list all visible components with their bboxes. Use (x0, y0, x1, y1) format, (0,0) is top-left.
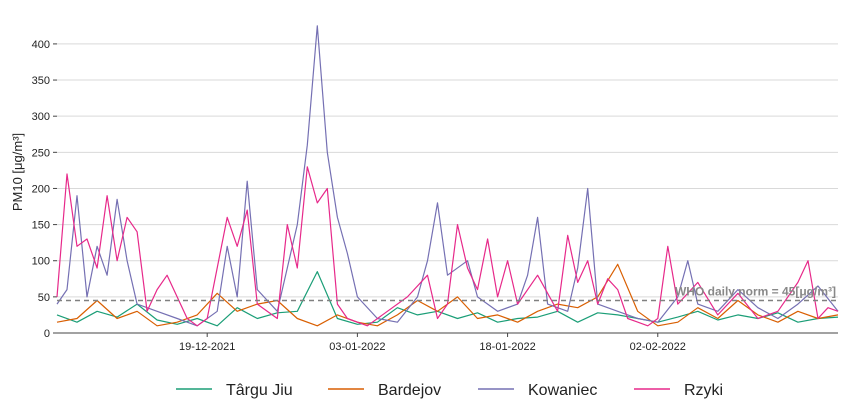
series-line-3 (56, 166, 839, 327)
x-tick-label: 18-01-2022 (479, 341, 535, 353)
who-norm-reference: WHO daily norm = 45[μg/m³] (57, 284, 838, 302)
legend-label-2: Kowaniec (528, 382, 597, 399)
x-tick-label: 02-02-2022 (630, 341, 686, 353)
series-line-0 (56, 271, 839, 327)
x-tick-label: 19-12-2021 (179, 341, 235, 353)
legend-label-1: Bardejov (378, 382, 441, 399)
x-axis-ticks: 19-12-2021 03-01-2022 18-01-2022 02-02-2022 (179, 333, 686, 353)
y-tick-label: 50 (38, 292, 50, 304)
x-tick-label: 03-01-2022 (329, 341, 385, 353)
legend-label-3: Rzyki (684, 382, 723, 399)
series-lines (56, 25, 839, 327)
y-tick-label: 300 (32, 111, 50, 123)
y-tick-label: 200 (32, 183, 50, 195)
y-tick-label: 150 (32, 220, 50, 232)
series-line-2 (56, 25, 839, 327)
legend: Târgu Jiu Bardejov Kowaniec Rzyki (176, 382, 723, 399)
y-tick-label: 350 (32, 75, 50, 87)
legend-label-0: Târgu Jiu (226, 382, 293, 399)
y-tick-label: 100 (32, 256, 50, 268)
y-tick-label: 0 (44, 328, 50, 340)
who-norm-label: WHO daily norm = 45[μg/m³] (675, 284, 836, 298)
y-tick-label: 400 (32, 39, 50, 51)
grid-lines (57, 43, 838, 298)
y-axis-label: PM10 [μg/m³] (10, 133, 25, 211)
y-tick-label: 250 (32, 147, 50, 159)
y-axis-ticks: 0 50 100 150 200 250 300 350 400 (32, 39, 57, 340)
